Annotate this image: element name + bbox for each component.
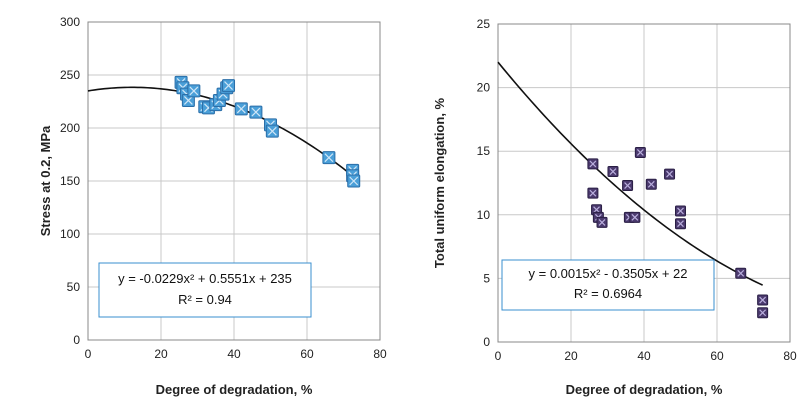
stress-chart-equation: y = -0.0229x² + 0.5551x + 235: [118, 271, 292, 286]
elongation-chart-y-tick-label: 20: [477, 81, 491, 95]
elongation-chart-fit-curve: [497, 61, 763, 286]
elongation-chart-y-tick-label: 15: [477, 144, 491, 158]
stress-chart-y-tick-label: 250: [60, 68, 80, 82]
data-point: [234, 102, 248, 116]
data-point: [322, 151, 336, 165]
stress-chart-y-tick-label: 150: [60, 174, 80, 188]
stress-chart-y-tick-label: 0: [73, 333, 80, 347]
elongation-chart-x-tick-label: 20: [564, 349, 578, 363]
data-point: [607, 166, 619, 178]
stress-chart-x-tick-label: 20: [154, 347, 168, 361]
stress-chart-r2: R² = 0.94: [178, 292, 232, 307]
data-point: [347, 174, 361, 188]
elongation-chart-y-ticks: 0 5 10 15 20 25: [477, 17, 491, 349]
stress-chart-x-tick-label: 80: [373, 347, 387, 361]
stress-chart-x-ticks: 0 20 40 60 80: [85, 347, 387, 361]
data-point: [596, 216, 608, 228]
elongation-chart-y-tick-label: 10: [477, 208, 491, 222]
elongation-chart: 0 5 10 15 20 25 0 20 40 60 80 Degree of degradati…: [432, 17, 797, 397]
stress-chart-points: [174, 75, 361, 188]
data-point: [629, 211, 641, 223]
data-point: [675, 205, 686, 217]
elongation-chart-x-tick-label: 80: [783, 349, 797, 363]
data-point: [181, 93, 195, 107]
data-point: [622, 180, 634, 192]
stress-chart-equation-box: [98, 262, 312, 318]
elongation-chart-x-tick-label: 40: [637, 349, 651, 363]
elongation-chart-x-ticks: 0 20 40 60 80: [495, 349, 797, 363]
elongation-chart-equation: y = 0.0015x² - 0.3505x + 22: [529, 266, 688, 281]
stress-chart-x-tick-label: 0: [85, 347, 92, 361]
data-point: [664, 168, 676, 180]
elongation-chart-x-tick-label: 60: [710, 349, 724, 363]
data-point: [187, 84, 201, 98]
elongation-chart-y-tick-label: 25: [477, 17, 491, 31]
stress-chart-y-tick-label: 100: [60, 227, 80, 241]
data-point: [645, 178, 657, 190]
elongation-chart-y-tick-label: 0: [483, 335, 490, 349]
data-point: [675, 218, 686, 230]
data-point: [757, 307, 769, 319]
stress-chart-ylabel: Stress at 0.2, MPa: [38, 125, 53, 236]
stress-chart-xlabel: Degree of degradation, %: [156, 382, 313, 397]
data-point: [249, 105, 263, 119]
stress-chart-plot-area: [87, 21, 381, 341]
elongation-chart-ylabel: Total uniform elongation, %: [432, 97, 447, 268]
stress-chart-y-tick-label: 200: [60, 121, 80, 135]
stress-chart-y-ticks: 0 50 100 150 200 250 300: [60, 15, 80, 347]
elongation-chart-x-tick-label: 0: [495, 349, 502, 363]
stress-chart-y-tick-label: 300: [60, 15, 80, 29]
elongation-chart-xlabel: Degree of degradation, %: [566, 382, 723, 397]
data-point: [265, 124, 279, 138]
elongation-chart-points: [587, 146, 769, 319]
elongation-chart-plot-area: [497, 23, 791, 343]
data-point: [222, 79, 236, 93]
data-point: [757, 294, 769, 306]
stress-chart: 0 50 100 150 200 250 300 0 20 40 60 80 Degree of d…: [38, 15, 387, 397]
stress-chart-y-tick-label: 50: [67, 280, 81, 294]
stress-chart-x-tick-label: 40: [227, 347, 241, 361]
stress-chart-x-tick-label: 60: [300, 347, 314, 361]
data-point: [634, 146, 646, 158]
data-point: [735, 267, 747, 279]
data-point: [587, 187, 599, 199]
elongation-chart-y-tick-label: 5: [483, 271, 490, 285]
data-point: [587, 158, 599, 170]
elongation-chart-r2: R² = 0.6964: [574, 286, 642, 301]
elongation-chart-equation-box: [501, 259, 715, 311]
